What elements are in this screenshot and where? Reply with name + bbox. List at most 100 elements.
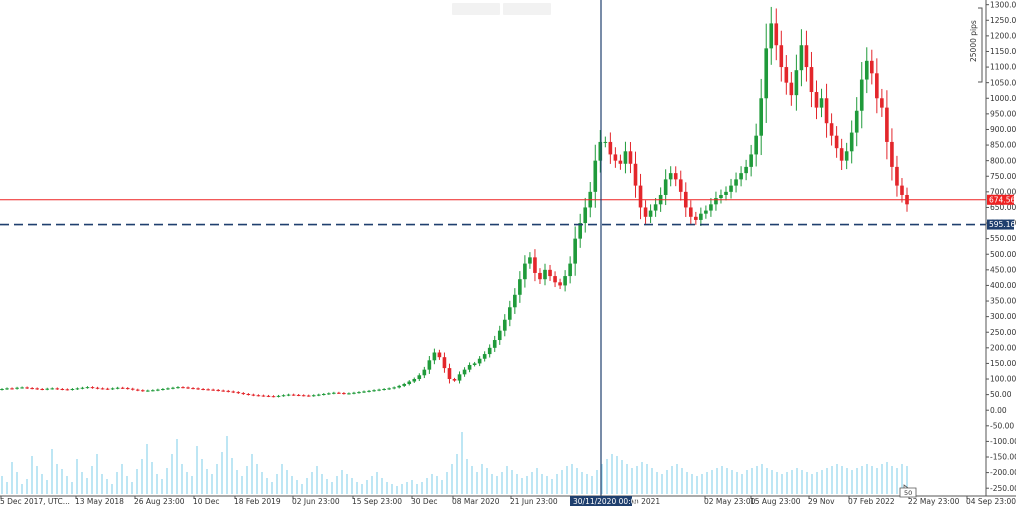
- candle-body: [231, 391, 236, 393]
- candle-body: [402, 384, 407, 386]
- volume-bar: [336, 476, 338, 494]
- volume-bar: [551, 479, 553, 494]
- candle-body: [166, 388, 170, 390]
- volume-bar: [801, 470, 803, 494]
- candle-body: [497, 330, 502, 341]
- x-tick-label: 02 Jun 23:00: [292, 497, 340, 506]
- candle-body: [819, 98, 824, 108]
- candle-body: [900, 185, 904, 195]
- volume-bar: [651, 468, 653, 494]
- toolbar-ghost-left[interactable]: [452, 3, 500, 15]
- candle-body: [226, 390, 231, 392]
- volume-bar: [141, 459, 143, 494]
- candle-body: [191, 388, 195, 390]
- volume-bar: [6, 482, 8, 494]
- candle-body: [784, 67, 789, 83]
- volume-bar: [736, 472, 738, 494]
- candle-body: [895, 166, 899, 186]
- x-tick-label: 30 Dec: [411, 497, 437, 506]
- candle-body: [502, 319, 507, 331]
- candle-body: [412, 379, 417, 382]
- toolbar-ghost-right[interactable]: [503, 3, 551, 15]
- candle-body: [10, 388, 14, 390]
- candle-body: [45, 388, 50, 390]
- candle-body: [347, 393, 351, 395]
- volume-bar: [561, 470, 563, 494]
- volume-bar: [211, 474, 213, 494]
- volume-bar: [31, 456, 33, 494]
- volume-bar: [201, 459, 203, 494]
- y-tick-label: 800.00: [990, 156, 1016, 165]
- candle-body: [744, 166, 748, 174]
- x-axis-ticks[interactable]: 5 Dec 2017, UTC... 13 May 2018 26 Aug 23:0…: [0, 496, 1016, 506]
- volume-bar: [146, 444, 148, 494]
- candle-body: [130, 388, 135, 390]
- candle-body: [337, 392, 341, 394]
- candle-body: [769, 23, 774, 49]
- candle-body: [452, 379, 457, 381]
- y-tick-label: -50.00: [990, 421, 1014, 430]
- candle-body: [688, 207, 693, 217]
- candle-body: [176, 387, 180, 389]
- volume-bar: [261, 472, 263, 494]
- candle-body: [709, 204, 713, 211]
- candle-body: [186, 387, 190, 389]
- volume-bar: [156, 474, 158, 494]
- volume-bar: [471, 466, 473, 494]
- y-tick-label: -250.00: [990, 484, 1016, 493]
- candle-body: [156, 389, 160, 391]
- y-tick-label: 500.00: [990, 250, 1016, 259]
- volume-bar: [281, 464, 283, 494]
- volume-bar: [596, 470, 598, 494]
- volume-bar: [586, 474, 588, 494]
- candle-body: [759, 98, 764, 136]
- y-tick-label: 1250.00: [990, 16, 1016, 25]
- candle-body: [859, 79, 864, 111]
- volume-bar: [476, 472, 478, 494]
- x-tick-label: 02 May 23:00: [704, 497, 756, 506]
- candle-body: [699, 213, 703, 220]
- candle-body: [754, 135, 758, 155]
- volume-bar: [446, 472, 448, 494]
- candle-body: [261, 395, 266, 397]
- volume-bar: [236, 470, 238, 494]
- volume-bar: [581, 472, 583, 494]
- volume-bar: [481, 464, 483, 494]
- candle-body: [382, 389, 386, 391]
- candle-body: [553, 276, 557, 283]
- crosshair-time-label: 30/11/2020 00:00: [573, 497, 640, 506]
- candle-body: [794, 70, 799, 96]
- candle-body: [181, 387, 185, 389]
- candle-body: [834, 135, 839, 149]
- candle-body: [749, 154, 753, 167]
- candle-body: [643, 207, 648, 217]
- candle-body: [15, 387, 19, 389]
- volume-bar: [886, 462, 888, 494]
- volume-bar: [246, 466, 248, 494]
- candle-body: [875, 73, 879, 99]
- candle-body: [246, 393, 251, 395]
- candle-body: [462, 369, 467, 375]
- y-tick-label: 300.00: [990, 312, 1016, 321]
- candle-body: [663, 179, 668, 195]
- candle-body: [407, 381, 412, 385]
- y-axis-ticks[interactable]: 1300.00 1250.00 1200.00 1150.00 1100.00 1050.…: [986, 0, 1016, 493]
- candle-body: [628, 151, 633, 164]
- candle-body: [342, 393, 346, 395]
- volume-bar: [341, 470, 343, 494]
- volume-bar: [506, 466, 508, 494]
- crosshair-price-label: 595.16: [989, 220, 1015, 229]
- volume-bar: [671, 466, 673, 494]
- volume-bar: [331, 482, 333, 494]
- volume-bar: [766, 468, 768, 494]
- candle-body: [321, 393, 326, 395]
- candle-body: [236, 392, 241, 394]
- candle-body: [145, 390, 150, 392]
- volume-bar: [301, 484, 303, 494]
- candle-body: [151, 390, 155, 392]
- volume-bar: [641, 462, 643, 494]
- x-tick-label: 18 Feb 2019: [234, 497, 281, 506]
- candle-body: [885, 107, 889, 142]
- candle-body: [367, 390, 371, 392]
